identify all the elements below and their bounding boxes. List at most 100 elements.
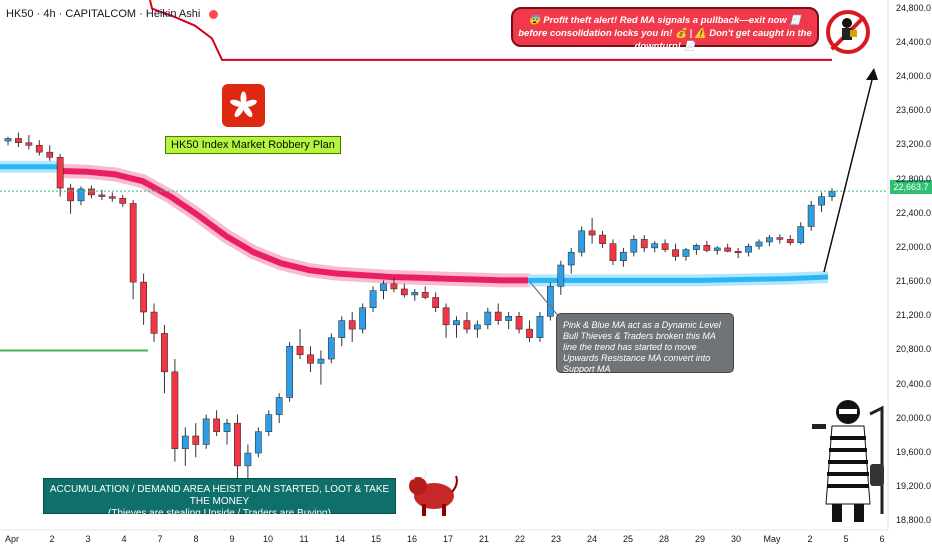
- heist-line-1: ACCUMULATION / DEMAND AREA HEIST PLAN ST…: [49, 484, 390, 507]
- candle-body: [307, 354, 314, 364]
- candle-body: [161, 333, 168, 373]
- candle-body: [786, 239, 794, 244]
- x-tick-label: 17: [442, 534, 454, 544]
- last-price-tag: 22,663.7: [890, 180, 932, 194]
- candle-body: [317, 358, 325, 364]
- y-tick-label: 20,800.0: [896, 344, 932, 355]
- heist-line-2: (Thieves are stealing Upside / Traders a…: [108, 508, 331, 519]
- candle-body: [693, 245, 700, 250]
- candle-body: [192, 435, 200, 445]
- candle-body: [505, 316, 513, 321]
- no-entry-icon: [826, 10, 870, 54]
- candle-body: [67, 187, 74, 202]
- candle-body: [494, 311, 502, 321]
- candle-body: [359, 307, 367, 330]
- market-status-icon: [209, 9, 219, 19]
- x-tick-label: 23: [550, 534, 562, 544]
- candle-body: [588, 230, 596, 236]
- candle-body: [682, 249, 690, 257]
- x-tick-label: 24: [586, 534, 598, 544]
- x-tick-label: 7: [157, 534, 163, 544]
- chart-title: HK50 · 4h · CAPITALCOM · Heikin Ashi: [6, 8, 219, 20]
- y-tick-label: 23,200.0: [896, 139, 932, 150]
- candle-body: [119, 198, 127, 204]
- y-tick-label: 22,400.0: [896, 207, 932, 218]
- candle-body: [620, 251, 627, 261]
- ma-explanation-note: Pink & Blue MA act as a Dynamic Level Bu…: [556, 313, 734, 374]
- candle-body: [630, 239, 638, 253]
- candle-body: [609, 243, 617, 261]
- y-tick-label: 19,200.0: [896, 481, 932, 492]
- y-tick-label: 23,600.0: [896, 105, 932, 116]
- candle-body: [640, 239, 648, 249]
- candle-body: [411, 292, 419, 296]
- blue-ma-line-right: [528, 274, 829, 283]
- candle-body: [129, 203, 137, 283]
- candle-body: [828, 190, 836, 197]
- x-tick-label: May: [763, 534, 781, 544]
- red-ma-line: [149, 0, 832, 61]
- x-tick-label: 4: [121, 534, 127, 544]
- x-tick-label: 11: [299, 534, 309, 544]
- y-tick-label: 24,400.0: [896, 36, 932, 47]
- projection-arrow: [823, 71, 875, 273]
- y-tick-label: 19,600.0: [896, 447, 932, 458]
- title-separator: ·: [36, 8, 41, 20]
- candle-body: [536, 316, 544, 338]
- candle-body: [150, 311, 158, 334]
- candle-body: [432, 297, 440, 308]
- symbol-label: HK50: [6, 8, 34, 20]
- candle-body: [56, 157, 64, 189]
- candle-body: [171, 371, 179, 450]
- y-tick-label: 20,000.0: [896, 412, 932, 423]
- candle-body: [755, 241, 763, 247]
- candle-body: [421, 292, 429, 298]
- candle-body: [547, 286, 554, 317]
- candle-body: [286, 345, 293, 398]
- candle-body: [380, 283, 387, 291]
- title-separator: ·: [58, 8, 63, 20]
- candle-body: [265, 414, 273, 432]
- x-tick-label: 15: [370, 534, 382, 544]
- candle-body: [390, 283, 398, 290]
- candle-body: [338, 320, 346, 338]
- x-tick-label: 5: [843, 534, 849, 544]
- x-tick-label: 2: [49, 534, 55, 544]
- candle-body: [776, 237, 784, 240]
- candle-body: [599, 234, 606, 244]
- y-tick-label: 22,000.0: [896, 241, 932, 252]
- candle-body: [578, 230, 586, 253]
- candle-body: [453, 320, 460, 326]
- candle-body: [484, 311, 492, 326]
- candle-body: [672, 249, 679, 257]
- broker-label: CAPITALCOM: [65, 8, 137, 20]
- y-tick-label: 18,800.0: [896, 515, 932, 526]
- interval-label: 4h: [43, 8, 56, 20]
- x-tick-label: 30: [730, 534, 742, 544]
- candle-body: [567, 251, 575, 266]
- x-tick-label: 16: [406, 534, 418, 544]
- title-separator: ·: [139, 8, 143, 20]
- x-tick-label: 10: [262, 534, 274, 544]
- candle-body: [296, 345, 304, 356]
- alert-line-2: before consolidation locks you in! 💰 | ⚠…: [518, 28, 812, 52]
- x-tick-label: 25: [622, 534, 634, 544]
- candle-body: [327, 337, 335, 360]
- candle-body: [77, 188, 85, 202]
- candle-body: [797, 226, 805, 244]
- y-tick-label: 22,800.0: [896, 173, 932, 184]
- candle-body: [724, 247, 732, 252]
- candle-body: [46, 151, 54, 158]
- candle-body: [400, 288, 408, 296]
- projection-arrowhead: [866, 68, 878, 80]
- profit-alert-note: 😨 Profit theft alert! Red MA signals a p…: [511, 7, 819, 52]
- candle-body: [108, 196, 116, 199]
- candle-body: [348, 320, 356, 330]
- candle-body: [526, 328, 533, 338]
- candle-body: [515, 316, 523, 330]
- x-tick-label: 6: [879, 534, 885, 544]
- candle-body: [442, 307, 450, 326]
- x-tick-label: 21: [478, 534, 490, 544]
- candle-body: [223, 422, 231, 432]
